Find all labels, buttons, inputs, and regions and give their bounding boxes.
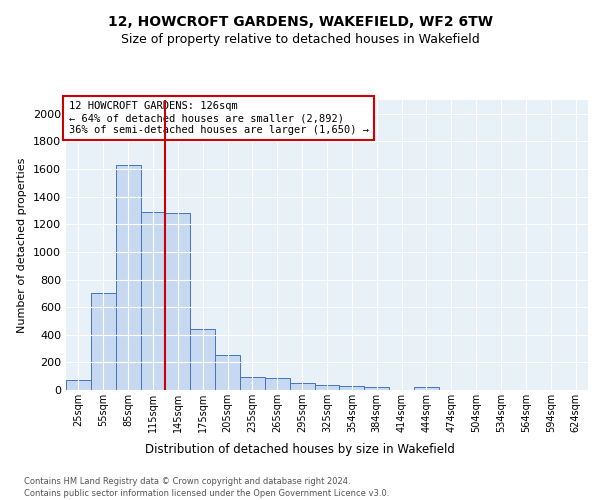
Bar [215,356,240,390]
Bar [140,212,166,390]
Text: Contains HM Land Registry data © Crown copyright and database right 2024.: Contains HM Land Registry data © Crown c… [24,478,350,486]
Bar [116,165,140,390]
Text: Contains public sector information licensed under the Open Government Licence v3: Contains public sector information licen… [24,489,389,498]
Text: 12 HOWCROFT GARDENS: 126sqm
← 64% of detached houses are smaller (2,892)
36% of : 12 HOWCROFT GARDENS: 126sqm ← 64% of det… [68,102,368,134]
Bar [314,385,340,390]
Bar [166,212,190,390]
Text: Size of property relative to detached houses in Wakefield: Size of property relative to detached ho… [121,32,479,46]
Y-axis label: Number of detached properties: Number of detached properties [17,158,28,332]
Text: 12, HOWCROFT GARDENS, WAKEFIELD, WF2 6TW: 12, HOWCROFT GARDENS, WAKEFIELD, WF2 6TW [107,15,493,29]
Bar [340,386,364,390]
Bar [240,377,265,390]
Bar [66,380,91,390]
Bar [290,383,314,390]
Bar [91,294,116,390]
Bar [364,387,389,390]
Text: Distribution of detached houses by size in Wakefield: Distribution of detached houses by size … [145,442,455,456]
Bar [414,387,439,390]
Bar [190,328,215,390]
Bar [265,378,290,390]
